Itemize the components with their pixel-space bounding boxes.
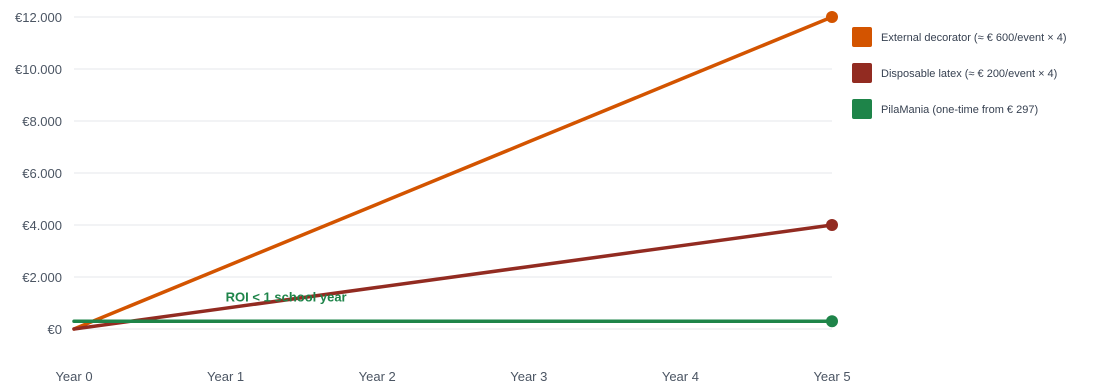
data-point bbox=[826, 315, 838, 328]
series-2 bbox=[72, 315, 838, 328]
legend-label: PilaMania (one-time from € 297) bbox=[881, 104, 1038, 116]
legend-swatch bbox=[852, 63, 872, 83]
series-line bbox=[72, 223, 834, 331]
x-tick-label: Year 3 bbox=[510, 369, 547, 384]
x-tick-label: Year 4 bbox=[662, 369, 699, 384]
legend-item: External decorator (≈ € 600/event × 4) bbox=[852, 27, 1067, 47]
legend-item: PilaMania (one-time from € 297) bbox=[852, 99, 1038, 119]
x-tick-label: Year 5 bbox=[813, 369, 850, 384]
y-tick-label: €8.000 bbox=[22, 114, 62, 129]
y-tick-label: €12.000 bbox=[15, 10, 62, 25]
y-tick-label: €4.000 bbox=[22, 218, 62, 233]
y-tick-label: €2.000 bbox=[22, 270, 62, 285]
y-tick-label: €0 bbox=[48, 322, 62, 337]
legend-item: Disposable latex (≈ € 200/event × 4) bbox=[852, 63, 1057, 83]
series-line bbox=[72, 15, 834, 331]
y-tick-label: €6.000 bbox=[22, 166, 62, 181]
y-tick-label: €10.000 bbox=[15, 62, 62, 77]
x-tick-label: Year 0 bbox=[55, 369, 92, 384]
roi-annotation: ROI < 1 school year bbox=[226, 290, 347, 305]
x-tick-label: Year 1 bbox=[207, 369, 244, 384]
legend-label: Disposable latex (≈ € 200/event × 4) bbox=[881, 68, 1057, 80]
data-point bbox=[826, 11, 838, 23]
series-0 bbox=[72, 11, 838, 331]
legend-swatch bbox=[852, 27, 872, 47]
legend-label: External decorator (≈ € 600/event × 4) bbox=[881, 32, 1067, 44]
x-tick-label: Year 2 bbox=[359, 369, 396, 384]
legend: External decorator (≈ € 600/event × 4) Di… bbox=[852, 27, 1067, 119]
data-point bbox=[826, 219, 838, 231]
legend-swatch bbox=[852, 99, 872, 119]
series-1 bbox=[72, 219, 838, 331]
